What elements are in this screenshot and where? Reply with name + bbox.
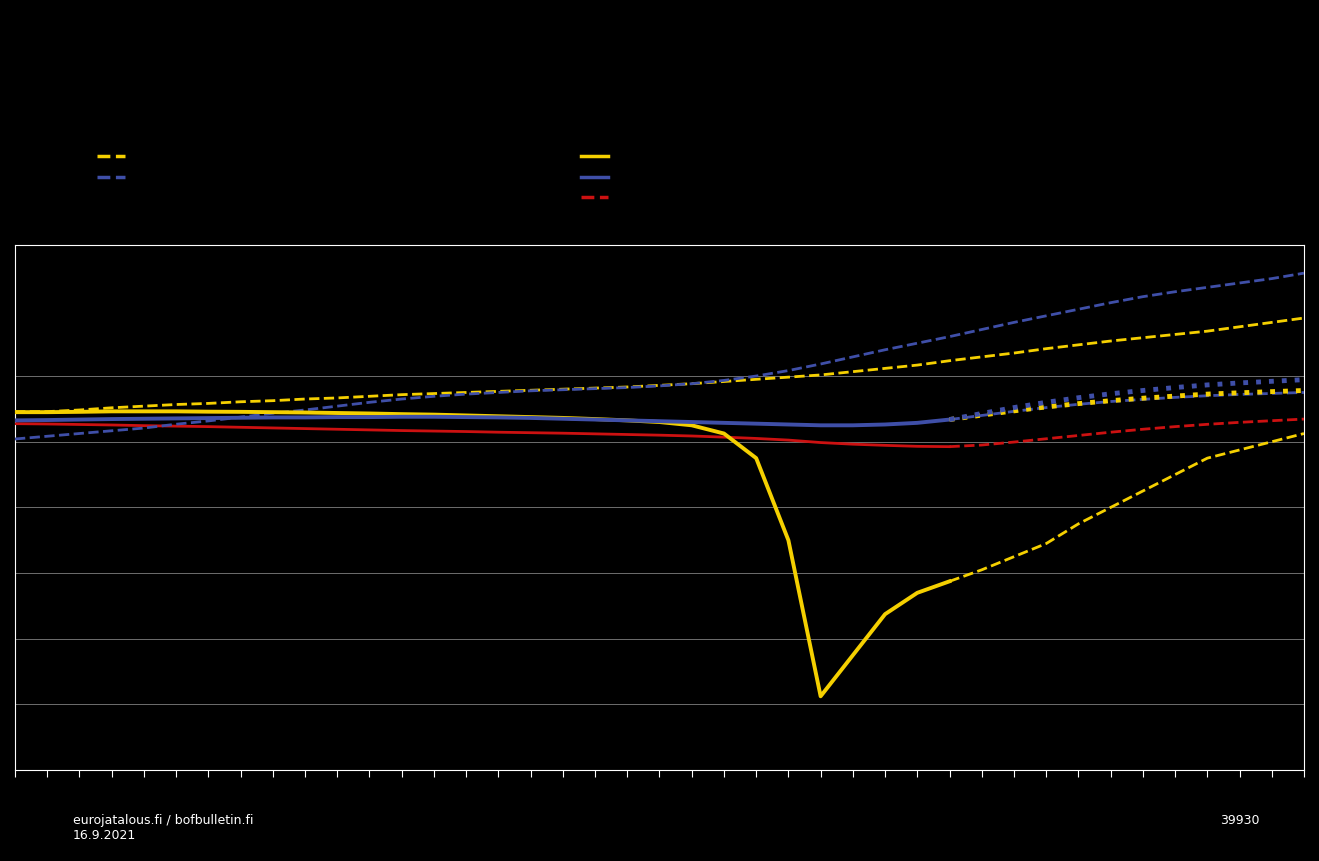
Text: eurojatalous.fi / bofbulletin.fi
16.9.2021: eurojatalous.fi / bofbulletin.fi 16.9.20… [73,814,253,842]
Legend: , , : , , [575,146,623,210]
Text: 39930: 39930 [1220,814,1260,827]
